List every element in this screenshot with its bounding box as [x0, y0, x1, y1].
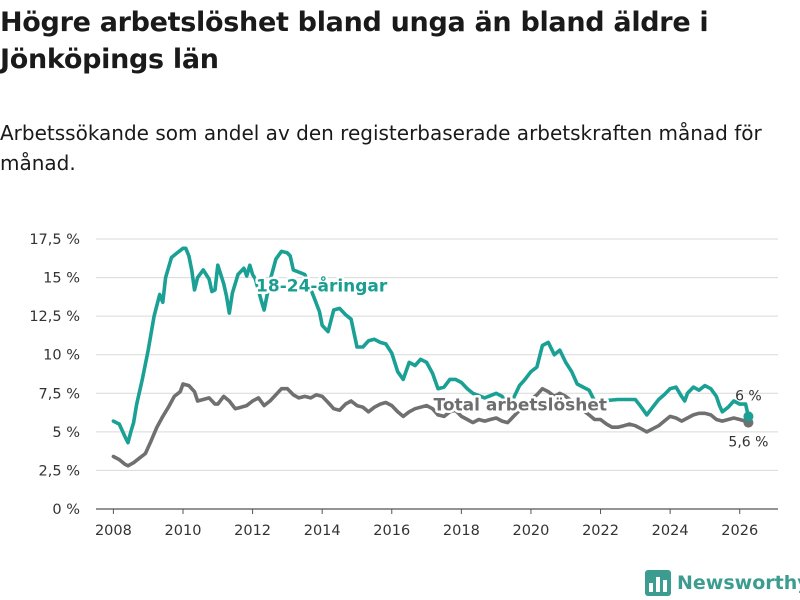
y-tick-label: 17,5 %: [29, 232, 80, 248]
x-tick-label: 2020: [512, 523, 549, 539]
x-tick-label: 2018: [443, 523, 480, 539]
x-tick-label: 2014: [304, 523, 341, 539]
chart-title: Högre arbetslöshet bland unga än bland ä…: [0, 7, 709, 75]
y-tick-label: 2,5 %: [39, 463, 80, 479]
x-axis: 2008 2010 2012 2014 2016 2018 2020 2022 2024 2026: [95, 508, 778, 539]
series-line-total: [111, 382, 751, 468]
end-point-youth: [743, 411, 754, 422]
x-tick-label: 2022: [582, 523, 619, 539]
bar-chart-logo-icon: [645, 570, 671, 596]
x-tick-label: 2026: [721, 523, 758, 539]
y-axis: 0 % 2,5 % 5 % 7,5 % 10 % 12,5 % 15 % 17,5 %: [29, 232, 80, 518]
series-label-total: Total arbetslöshet: [434, 395, 608, 415]
x-tick-label: 2008: [95, 523, 132, 539]
y-tick-label: 12,5 %: [29, 309, 80, 325]
newsworthy-brand: Newsworthy: [645, 569, 800, 597]
series-lines: [111, 246, 754, 468]
series-line-youth: [111, 246, 751, 445]
x-tick-label: 2016: [373, 523, 410, 539]
end-label-youth: 6 %: [735, 388, 762, 404]
chart-subtitle: Arbetssökande som andel av den registerb…: [0, 121, 762, 175]
x-tick-label: 2024: [652, 523, 689, 539]
y-tick-label: 15 %: [43, 271, 80, 287]
y-tick-label: 7,5 %: [39, 386, 80, 402]
series-label-youth: 18-24-åringar: [256, 274, 388, 296]
y-tick-label: 0 %: [52, 502, 80, 518]
y-tick-label: 10 %: [43, 348, 80, 364]
x-tick-label: 2012: [234, 523, 271, 539]
y-tick-label: 5 %: [52, 425, 80, 441]
end-label-total: 5,6 %: [728, 435, 768, 451]
x-tick-label: 2010: [165, 523, 202, 539]
annotations: 18-24-åringar Total arbetslöshet 6 % 5,6 %: [254, 272, 769, 451]
brand-name: Newsworthy: [677, 572, 800, 594]
